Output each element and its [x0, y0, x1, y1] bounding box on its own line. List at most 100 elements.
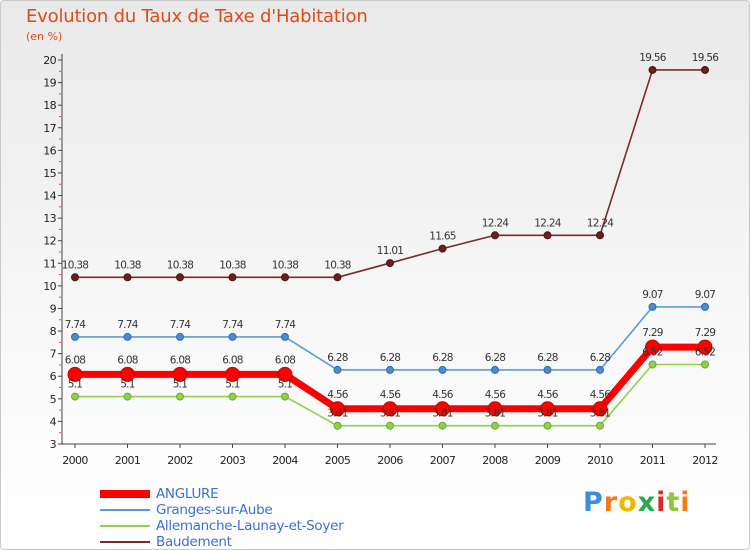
data-point-anglure [382, 401, 398, 417]
legend-label: Baudement [156, 534, 232, 550]
data-label: 6.08 [170, 354, 191, 366]
data-label: 6.08 [65, 354, 86, 366]
data-label: 5.1 [225, 379, 240, 391]
data-point-anglure [435, 401, 450, 417]
y-tick-label: 6 [50, 370, 57, 383]
data-point-anglure [225, 366, 240, 382]
data-label: 10.38 [62, 259, 89, 271]
data-point-allemanche-launay-et-soyer [281, 392, 289, 401]
y-tick-label: 19 [43, 77, 56, 90]
data-label: 6.28 [537, 352, 558, 364]
data-point-baudement [596, 231, 604, 240]
data-point-allemanche-launay-et-soyer [176, 392, 184, 401]
data-label: 9.07 [695, 289, 716, 301]
data-point-anglure [330, 401, 345, 417]
data-label: 12.24 [587, 217, 615, 229]
data-label: 7.74 [275, 319, 297, 331]
data-point-allemanche-launay-et-soyer [596, 421, 604, 430]
data-label: 9.07 [642, 289, 663, 301]
x-tick-label: 2004 [272, 454, 298, 467]
data-label: 7.74 [117, 319, 139, 331]
data-point-granges-sur-aube [333, 365, 342, 374]
data-label: 10.38 [219, 259, 246, 271]
data-label: 7.29 [695, 327, 716, 339]
y-tick-label: 11 [43, 257, 56, 270]
legend-label: Allemanche-Launay-et-Soyer [156, 518, 344, 534]
x-tick-label: 2011 [640, 454, 666, 467]
data-point-allemanche-launay-et-soyer [333, 421, 342, 430]
y-tick-label: 14 [43, 190, 56, 203]
data-point-granges-sur-aube [176, 332, 184, 341]
y-tick-label: 15 [43, 167, 56, 180]
legend-swatch-baudement [100, 541, 150, 543]
legend-swatch-anglure [100, 490, 150, 498]
x-tick-label: 2008 [482, 454, 508, 467]
data-point-baudement [281, 273, 289, 282]
data-label: 19.56 [692, 52, 720, 64]
data-point-allemanche-launay-et-soyer [386, 421, 394, 430]
data-point-baudement [228, 273, 237, 282]
data-label: 6.28 [380, 352, 401, 364]
data-point-anglure [487, 401, 503, 417]
y-tick-label: 10 [43, 280, 56, 293]
logo-letter: i [680, 487, 691, 518]
data-point-allemanche-launay-et-soyer [438, 421, 447, 430]
chart-series-points [67, 65, 713, 430]
logo-letter: P [583, 487, 604, 518]
data-label: 3.81 [537, 408, 558, 420]
data-label: 12.24 [534, 217, 562, 229]
chart-title: Evolution du Taux de Taxe d'Habitation [26, 6, 368, 27]
x-tick-label: 2005 [325, 454, 351, 467]
data-label: 10.38 [324, 259, 351, 271]
data-label: 10.38 [114, 259, 141, 271]
data-label: 7.29 [642, 327, 663, 339]
data-label: 6.08 [117, 354, 138, 366]
y-tick-label: 20 [43, 54, 56, 67]
data-label: 19.56 [639, 52, 667, 64]
y-tick-label: 13 [43, 212, 56, 225]
data-point-allemanche-launay-et-soyer [648, 360, 657, 369]
data-label: 5.1 [120, 379, 135, 391]
data-label: 4.56 [537, 389, 559, 401]
data-point-anglure [67, 366, 83, 382]
data-point-baudement [543, 231, 552, 240]
x-tick-label: 2000 [62, 454, 88, 467]
data-label: 3.81 [485, 408, 506, 420]
legend-swatch-allemanche-launay-et-soyer [100, 525, 150, 527]
y-tick-label: 7 [50, 348, 57, 361]
data-label: 11.65 [429, 231, 456, 243]
chart-data-labels: 6.08 6.08 6.08 6.08 6.08 4.56 4.56 4.56 4.56 4.56… [62, 52, 720, 420]
data-label: 5.1 [278, 379, 293, 391]
data-label: 5.1 [68, 379, 83, 391]
chart-axes: 3 4 5 6 7 8 9 10 11 12 13 14 15 16 17 18 19 20 2000 2001 200… [43, 54, 718, 467]
data-point-anglure [172, 366, 188, 382]
data-point-granges-sur-aube [596, 365, 604, 374]
data-point-granges-sur-aube [228, 332, 237, 341]
chart-legend: ANGLURE Granges-sur-Aube Allemanche-Laun… [100, 486, 344, 550]
y-tick-label: 3 [50, 438, 57, 451]
legend-label: Granges-sur-Aube [156, 502, 273, 518]
data-point-anglure [645, 339, 660, 355]
data-point-anglure [592, 401, 608, 417]
data-point-allemanche-launay-et-soyer [701, 360, 709, 369]
data-point-baudement [123, 273, 132, 282]
y-tick-label: 18 [43, 99, 56, 112]
data-point-allemanche-launay-et-soyer [123, 392, 132, 401]
data-label: 6.52 [642, 346, 663, 358]
data-point-granges-sur-aube [281, 332, 289, 341]
data-label: 4.56 [590, 389, 612, 401]
x-tick-label: 2002 [167, 454, 193, 467]
data-label: 10.38 [167, 259, 194, 271]
x-tick-label: 2009 [535, 454, 561, 467]
data-label: 6.28 [327, 352, 348, 364]
proxiti-logo: Proxiti [583, 487, 691, 518]
x-tick-label: 2006 [377, 454, 403, 467]
data-label: 4.56 [380, 389, 402, 401]
data-point-baudement [176, 273, 184, 282]
data-point-baudement [333, 273, 342, 282]
data-point-granges-sur-aube [491, 365, 499, 374]
data-point-granges-sur-aube [648, 302, 657, 311]
data-point-granges-sur-aube [701, 302, 709, 311]
data-point-allemanche-launay-et-soyer [71, 392, 79, 401]
data-label: 7.74 [170, 319, 192, 331]
